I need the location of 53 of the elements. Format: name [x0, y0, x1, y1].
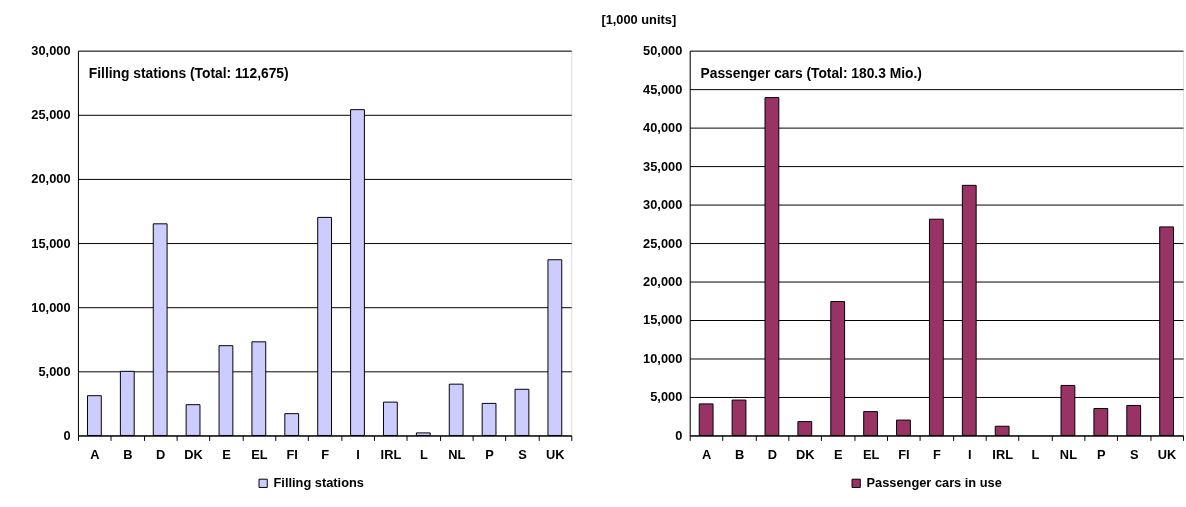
x-tick-label: D [767, 446, 778, 462]
y-tick-label: 10,000 [31, 299, 71, 315]
y-tick-label: 25,000 [31, 107, 71, 123]
text: Filling stations (Total: 112,675) [88, 65, 289, 82]
x-tick-label: UK [546, 446, 566, 462]
y-tick-label: 30,000 [31, 43, 71, 59]
y-tick-label: 45,000 [643, 81, 683, 97]
x-tick-label: L [419, 446, 428, 462]
y-tick-label: 25,000 [643, 235, 683, 251]
x-tick-label: IRL [380, 446, 402, 462]
x-tick-label: NL [448, 446, 466, 462]
x-tick-label: E [833, 446, 843, 462]
x-tick-label: FI [286, 446, 298, 462]
x-tick-label: I [356, 446, 360, 462]
y-tick-label: 5,000 [38, 363, 71, 379]
x-tick-label: UK [1157, 446, 1178, 462]
x-tick-label: EL [862, 446, 880, 462]
y-tick-label: 15,000 [643, 312, 683, 328]
y-tick-label: 0 [675, 427, 683, 443]
x-tick-label: P [1097, 446, 1107, 462]
legend-label: Passenger cars in use [866, 475, 1002, 491]
y-tick-label: 20,000 [643, 273, 683, 289]
legend-label: Filling stations [273, 475, 364, 491]
x-tick-label: P [485, 446, 495, 462]
x-tick-label: IRL [992, 446, 1014, 462]
x-tick-label: F [932, 446, 941, 462]
x-tick-label: NL [1059, 446, 1078, 462]
y-tick-label: 15,000 [31, 235, 71, 251]
y-tick-label: 5,000 [650, 389, 683, 405]
x-tick-label: D [156, 446, 166, 462]
x-tick-label: DK [796, 446, 816, 462]
y-tick-label: 10,000 [643, 350, 683, 366]
x-tick-label: EL [251, 446, 268, 462]
y-axis-title: [1,000 units] [601, 11, 677, 27]
text: Passenger cars (Total: 180.3 Mio.) [700, 65, 922, 82]
x-tick-label: S [1129, 446, 1139, 462]
y-tick-label: 40,000 [643, 120, 683, 136]
x-tick-label: B [734, 446, 745, 462]
x-tick-label: I [967, 446, 972, 462]
y-tick-label: 50,000 [643, 43, 683, 59]
x-tick-label: S [518, 446, 528, 462]
x-tick-label: FI [898, 446, 910, 462]
y-tick-label: 0 [63, 427, 71, 443]
x-tick-label: A [90, 446, 100, 462]
x-tick-label: A [702, 446, 712, 462]
y-tick-label: 20,000 [31, 171, 71, 187]
x-tick-label: E [222, 446, 232, 462]
y-tick-label: 35,000 [643, 158, 683, 174]
x-tick-label: B [123, 446, 133, 462]
x-tick-label: L [1031, 446, 1040, 462]
y-tick-label: 30,000 [643, 197, 683, 213]
x-tick-label: F [321, 446, 330, 462]
x-tick-label: DK [184, 446, 204, 462]
